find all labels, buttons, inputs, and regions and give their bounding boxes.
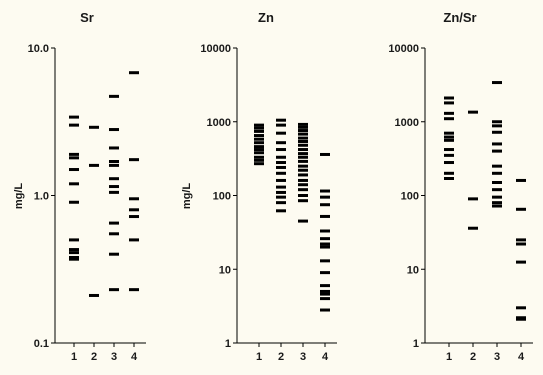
y-tick-label: 10 [407,264,419,276]
y-axis-label-sr: mg/L [13,183,25,210]
x-tick-label: 3 [111,351,117,363]
x-tick-label: 2 [470,351,476,363]
y-tick-label: 0.1 [34,338,49,350]
y-tick-label: 1 [413,338,419,350]
x-tick-label: 1 [71,351,77,363]
panel-zn-sr: Zn/Sr 1 10 100 1000 10000 1 2 3 4 [388,10,533,363]
x-tick-label: 2 [278,351,284,363]
x-tick-label: 2 [91,351,97,363]
y-tick-label: 1000 [395,117,419,129]
panel-sr: Sr mg/L 0.1 1.0 10.0 1 2 3 4 [13,10,146,363]
y-tick-label: 10 [219,264,231,276]
panel-zn: Zn mg/L 1 10 100 1000 10000 1 2 3 4 [181,10,337,363]
x-tick-label: 4 [131,351,138,363]
x-tick-label: 3 [300,351,306,363]
x-tick-label: 1 [446,351,452,363]
x-tick-label: 3 [494,351,500,363]
panel-title-zn-sr: Zn/Sr [443,10,476,25]
y-axis-label-zn: mg/L [181,183,193,210]
y-tick-label: 10000 [388,43,419,55]
x-tick-label: 4 [322,351,329,363]
y-tick-label: 10.0 [28,43,49,55]
x-tick-label: 1 [256,351,262,363]
panel-title-sr: Sr [80,10,94,25]
y-tick-label: 1 [225,338,231,350]
y-tick-label: 100 [401,191,419,203]
y-tick-label: 100 [213,191,231,203]
y-tick-label: 1.0 [34,191,49,203]
x-tick-label: 4 [518,351,525,363]
y-tick-label: 10000 [200,43,231,55]
y-tick-label: 1000 [207,117,231,129]
panel-title-zn: Zn [258,10,274,25]
